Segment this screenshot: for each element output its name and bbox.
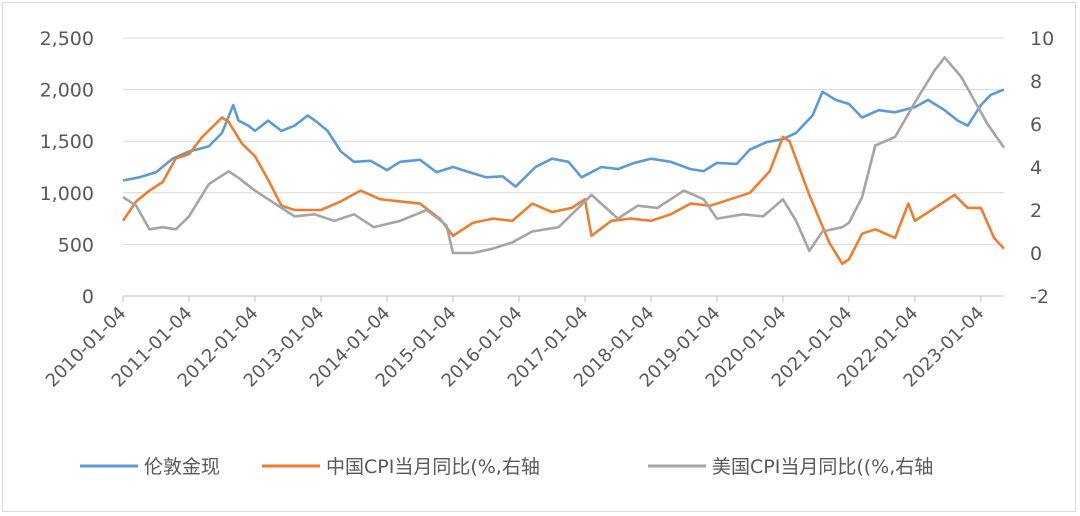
- legend-label: 中国CPI当月同比(%,右轴: [326, 456, 540, 478]
- left-y-tick-label: 2,000: [40, 80, 94, 102]
- x-axis: 2010-01-042011-01-042012-01-042013-01-04…: [42, 295, 1004, 392]
- right-y-tick-label: 0: [1030, 243, 1042, 265]
- left-y-tick-label: 1,000: [40, 183, 94, 205]
- gridlines: [123, 37, 1004, 245]
- legend-label: 美国CPI当月同比((%,右轴: [712, 456, 933, 478]
- series-line-1: [121, 116, 1005, 266]
- right-y-tick-label: -2: [1030, 286, 1049, 308]
- legend-label: 伦敦金现: [144, 456, 220, 478]
- left-y-tick-label: 1,500: [40, 131, 94, 153]
- right-y-tick-label: 6: [1030, 114, 1042, 136]
- right-y-axis-tick-labels: -2 0 2 4 6 8 10: [1030, 28, 1054, 308]
- right-y-tick-label: 4: [1030, 157, 1042, 179]
- series-line-0: [122, 88, 1005, 188]
- left-y-tick-label: 2,500: [40, 28, 94, 50]
- series-line-2: [122, 56, 1006, 255]
- right-y-tick-label: 8: [1030, 71, 1042, 93]
- left-y-axis-tick-labels: 0 500 1,000 1,500 2,000 2,500: [40, 28, 94, 308]
- right-y-tick-label: 2: [1030, 200, 1042, 222]
- left-y-tick-label: 500: [58, 234, 94, 256]
- series-lines: [121, 56, 1006, 266]
- left-y-tick-label: 0: [82, 286, 94, 308]
- right-y-tick-label: 10: [1030, 28, 1054, 50]
- legend: 伦敦金现 中国CPI当月同比(%,右轴 美国CPI当月同比((%,右轴: [80, 456, 933, 478]
